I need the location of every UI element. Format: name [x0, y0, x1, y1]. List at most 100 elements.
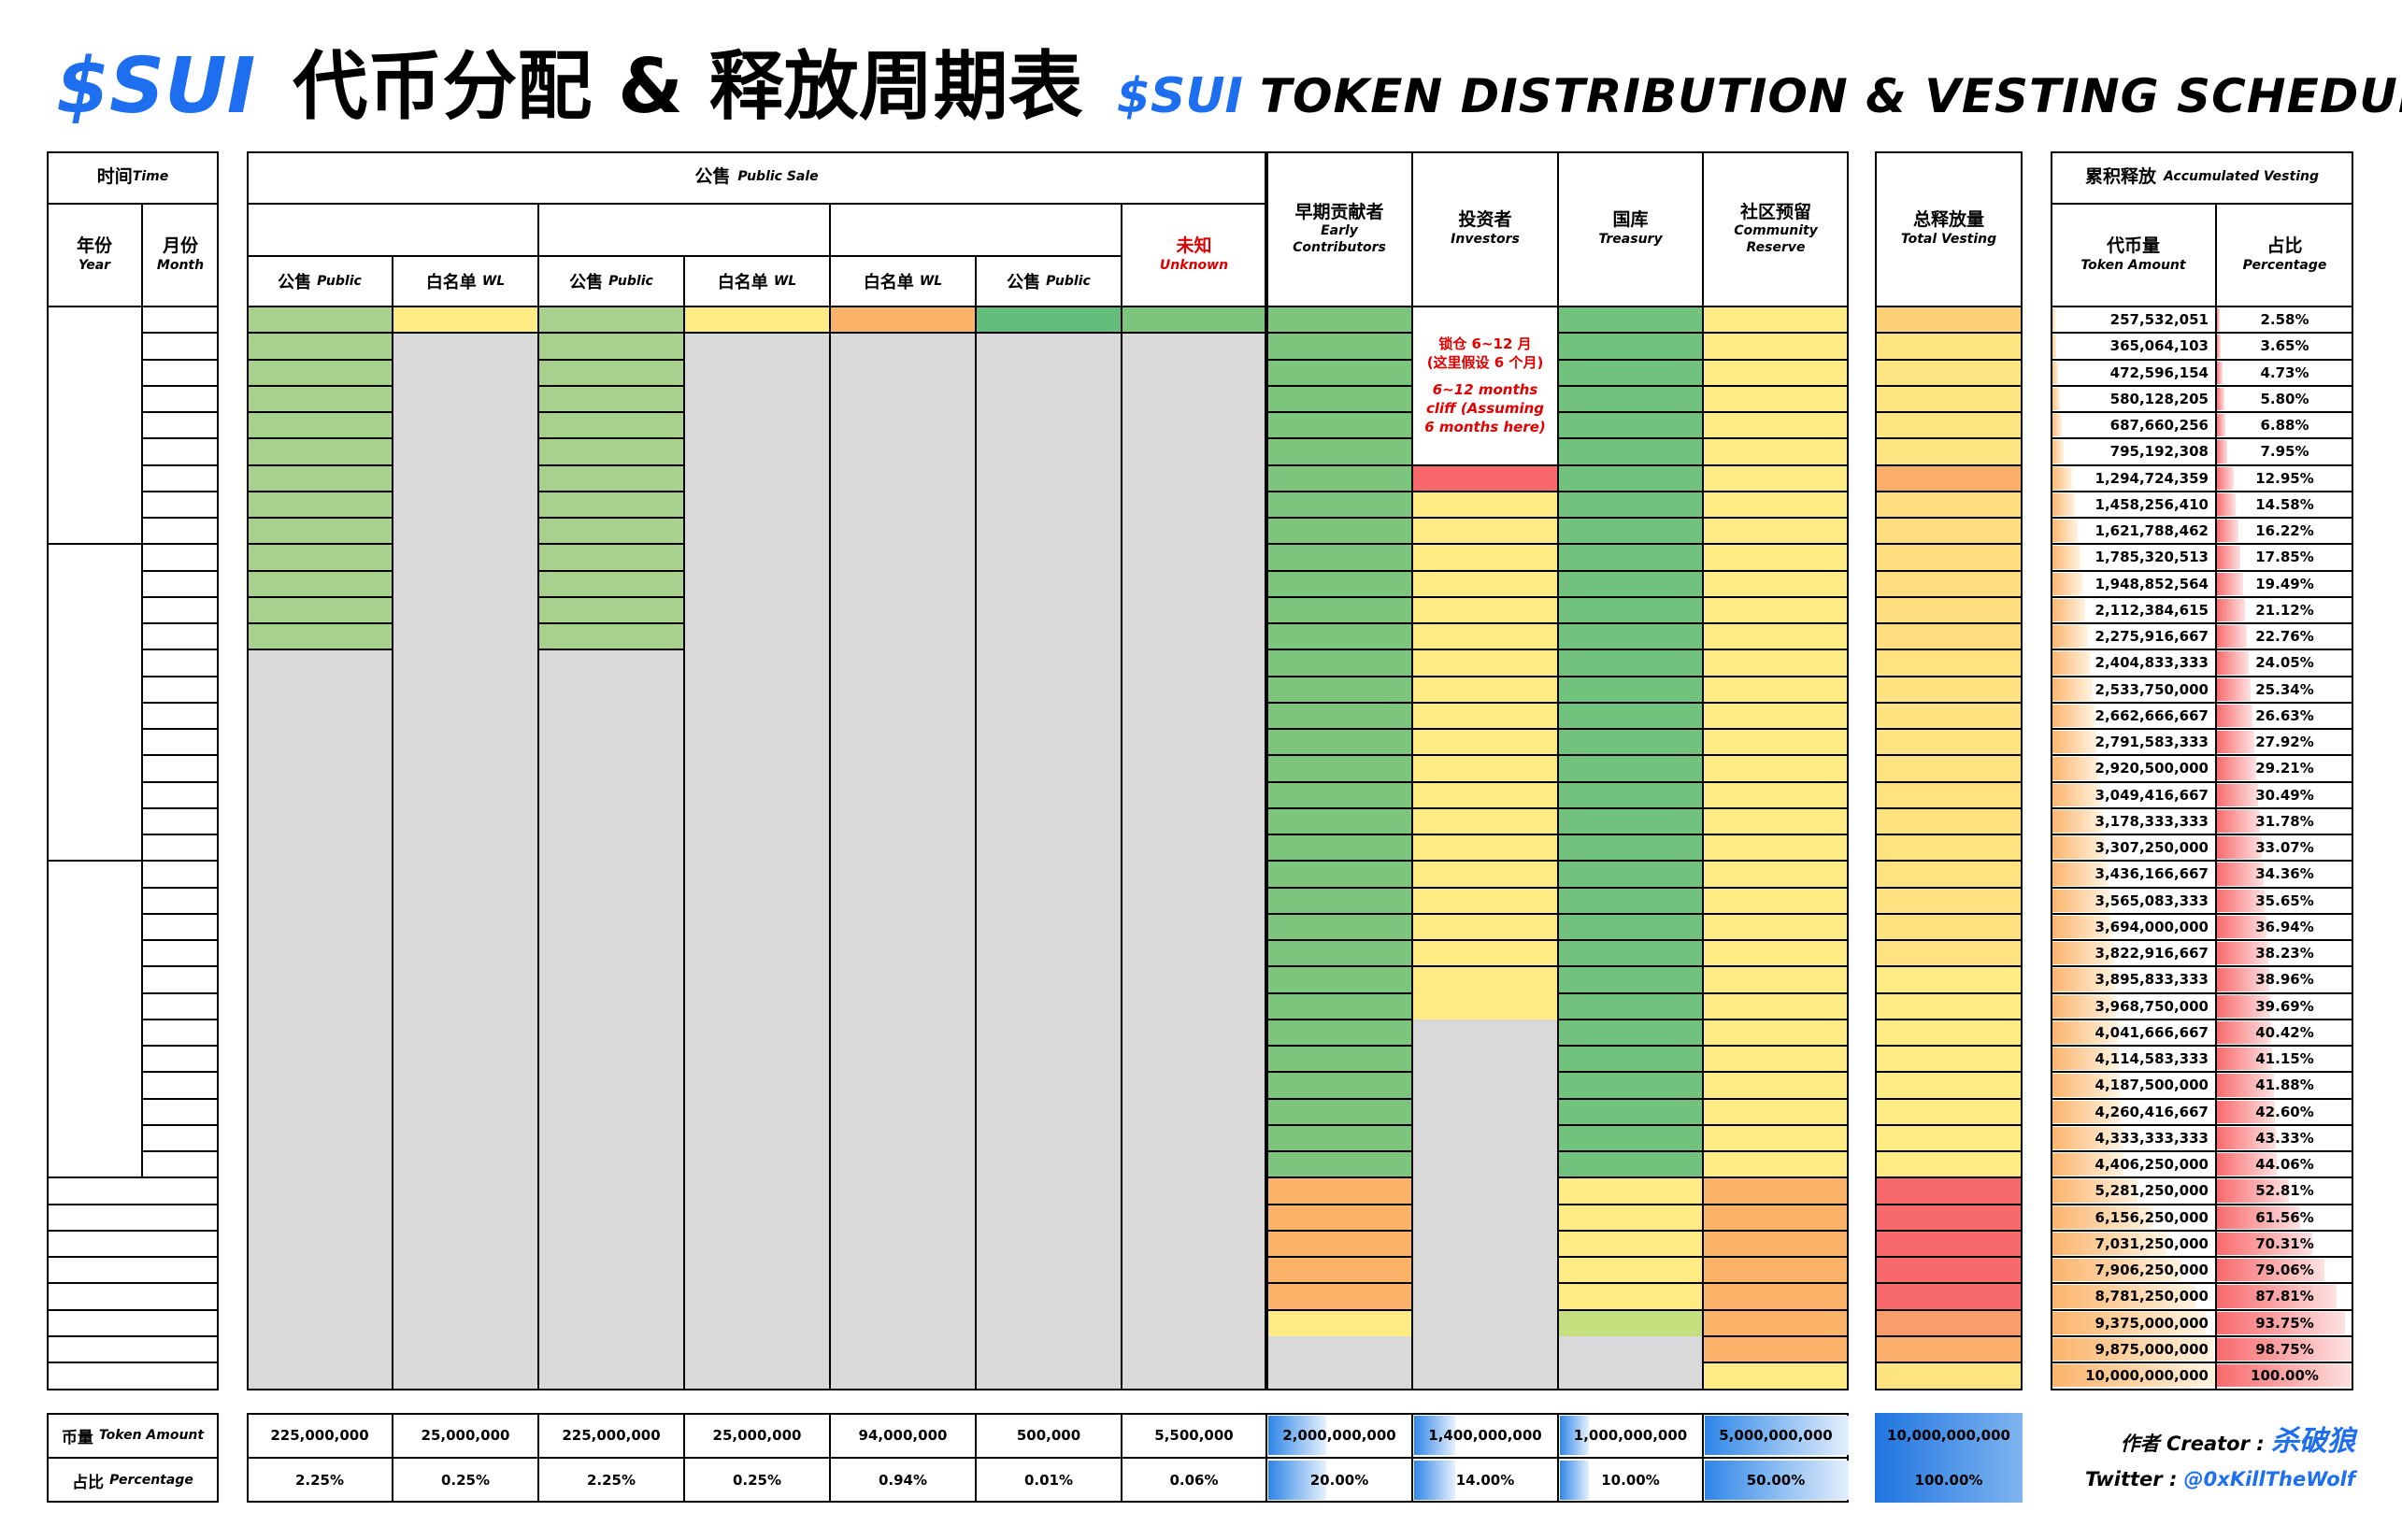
accumulated-bar [2051, 414, 2063, 437]
total-vesting-value [1875, 1072, 2023, 1099]
grid-line [1266, 991, 1412, 994]
accumulated-amount-text: 4,406,250,000 [2095, 1156, 2209, 1174]
total-vesting-value [1875, 623, 2023, 650]
percentage-bar [2216, 915, 2267, 938]
investors-value [1412, 623, 1558, 650]
treasury-value [1558, 1309, 1703, 1336]
percentage-bar [2216, 1285, 2338, 1308]
grid-line [2051, 1282, 2353, 1285]
accumulated-amount-value: 2,920,500,000 [2051, 755, 2216, 782]
accumulated-bar [2051, 1364, 2216, 1388]
accumulated-amount-value: 3,822,916,667 [2051, 940, 2216, 967]
grid-line [2051, 437, 2353, 440]
early-contributors-value [1266, 913, 1412, 940]
summary-amount-value: 5,500,000 [1122, 1413, 1266, 1458]
grid-line [1412, 675, 1558, 677]
grid-line [1412, 912, 1558, 915]
subheader-cn: 公售 [569, 273, 604, 292]
grid-line [247, 543, 393, 546]
subheader-cn: 公售 [1007, 273, 1041, 292]
percentage-value: 12.95% [2216, 464, 2353, 492]
percentage-bar [2216, 651, 2250, 675]
accumulated-amount-value: 472,596,154 [2051, 359, 2216, 386]
subheader-cn: 白名单 [717, 273, 768, 292]
treasury-value [1558, 1072, 1703, 1099]
community-reserve-value [1703, 940, 1849, 967]
percentage-value: 87.81% [2216, 1283, 2353, 1310]
grid-line [1266, 332, 1412, 335]
percentage-text: 33.07% [2255, 839, 2314, 857]
accumulated-bar [2051, 1074, 2121, 1097]
total-vesting-value [1875, 940, 2023, 967]
grid-line [1558, 543, 1703, 546]
grid-line [1875, 675, 2023, 677]
grid-line [538, 490, 684, 492]
summary-bar [1560, 1461, 1589, 1500]
subheader-en: WL [481, 274, 506, 289]
accumulated-amount-value: 8,781,250,000 [2051, 1283, 2216, 1310]
community-reserve-value [1703, 1257, 1849, 1284]
treasury-value [1558, 729, 1703, 756]
grid-line [47, 1203, 219, 1205]
treasury-value [1558, 1257, 1703, 1284]
summary-value-text: 25,000,000 [712, 1427, 802, 1444]
kucoin-public-value [538, 596, 684, 623]
accumulated-amount-text: 2,920,500,000 [2095, 760, 2209, 777]
grid-line [1558, 569, 1703, 572]
grid-line [538, 463, 684, 466]
grid-line [1412, 569, 1558, 572]
grid-line [1412, 728, 1558, 730]
accumulated-amount-text: 2,791,583,333 [2095, 734, 2209, 751]
accumulated-bar [2051, 625, 2089, 649]
investors-header-text: Investors [1451, 232, 1520, 248]
grid-line [1875, 991, 2023, 994]
accumulated-bar [2051, 651, 2091, 675]
accumulated-amount-text: 3,307,250,000 [2095, 839, 2209, 857]
grid-line [1266, 649, 1412, 651]
grid-line [2051, 1150, 2353, 1152]
early-contributors-value [1266, 807, 1412, 834]
grid-line [1558, 517, 1703, 519]
grid-line [247, 332, 1266, 335]
grid-line [538, 411, 684, 413]
grid-line [47, 543, 219, 546]
total-vesting-value [1875, 1283, 2023, 1310]
percentage-value: 42.60% [2216, 1098, 2353, 1125]
community-reserve-value [1703, 1362, 1849, 1390]
grid-line [1875, 1018, 2023, 1020]
investors-value [1412, 887, 1558, 914]
treasury-header-text: 国库 [1612, 209, 1649, 231]
grid-line [1875, 569, 2023, 572]
percentage-bar [2216, 572, 2243, 595]
token-amount-header: 代币量 Token Amount [2051, 204, 2216, 307]
accumulated-bar [2051, 757, 2099, 780]
grid-line [1703, 780, 1849, 783]
grid-line [2051, 965, 2353, 968]
accumulated-bar [2051, 889, 2110, 912]
percentage-value: 5.80% [2216, 385, 2353, 412]
grid-line [1875, 1282, 2023, 1285]
treasury-value [1558, 1177, 1703, 1205]
community-reserve-value [1703, 781, 1849, 808]
time-header-text: 时间 [96, 166, 133, 188]
grid-line [1266, 1123, 1412, 1126]
subheader-en: Public [1046, 274, 1091, 289]
summary-pct-value: 20.00% [1266, 1458, 1412, 1503]
total-vesting-value [1875, 992, 2023, 1020]
community-reserve-value [1703, 755, 1849, 782]
okx-public-value [247, 412, 393, 439]
accumulated-amount-value: 4,260,416,667 [2051, 1098, 2216, 1125]
grid-line [1875, 754, 2023, 757]
summary-value-text: 0.94% [878, 1472, 928, 1489]
treasury-value [1558, 887, 1703, 914]
grid-line [1412, 860, 1558, 863]
percentage-text: 6.88% [2260, 417, 2309, 435]
grid-line [142, 463, 219, 466]
grid-line [1266, 306, 1849, 307]
accumulated-amount-value: 365,064,103 [2051, 333, 2216, 360]
early-contributors-value [1266, 464, 1412, 492]
grid-line [1703, 886, 1849, 889]
accumulated-bar [2051, 492, 2075, 516]
early-contributors-value [1266, 385, 1412, 412]
total-vesting-value [1875, 1309, 2023, 1336]
